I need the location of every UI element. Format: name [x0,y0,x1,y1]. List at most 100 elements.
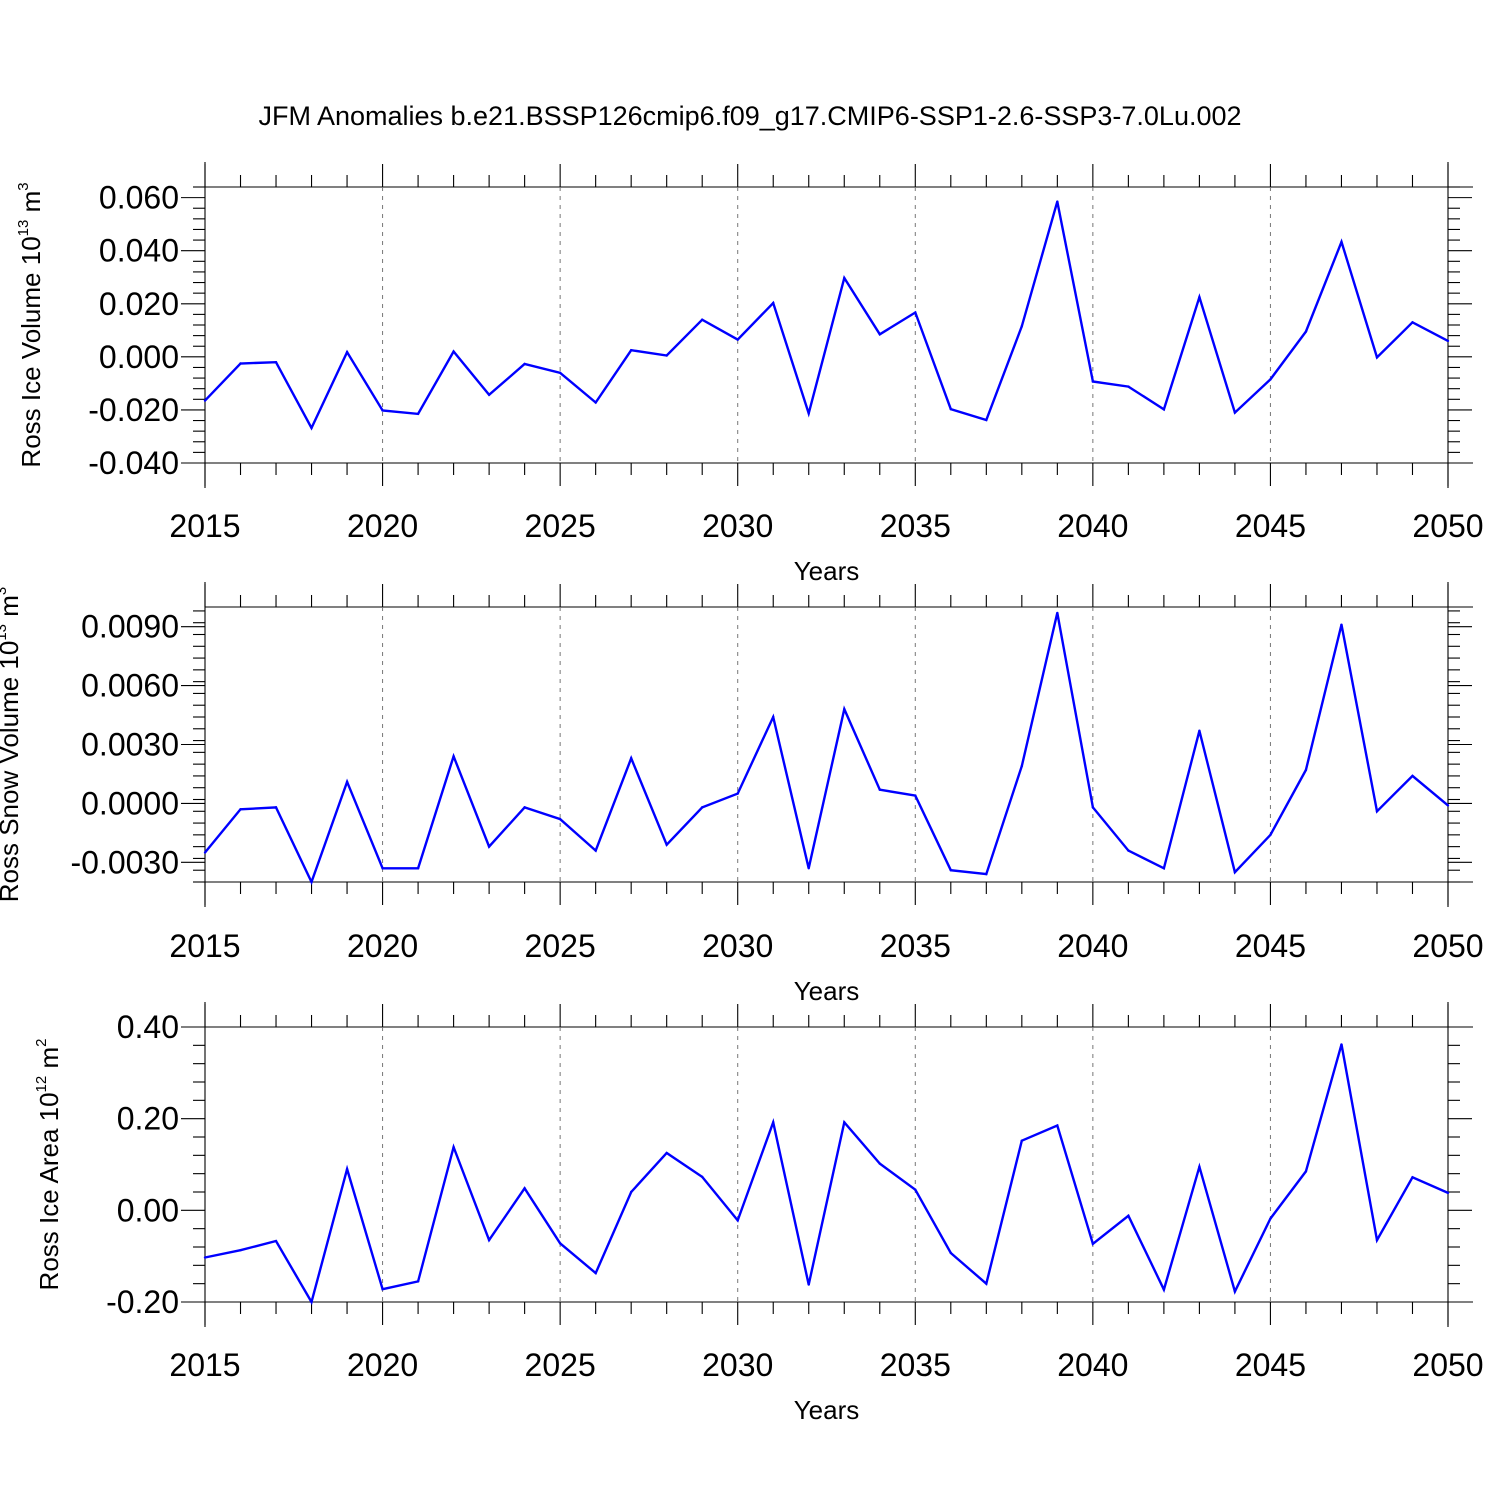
data-point-2037 [985,418,988,422]
x-tick-label: 2030 [702,1347,773,1383]
y-tick-label: 0.20 [117,1101,179,1137]
data-point-2021 [416,1280,420,1283]
data-point-2022 [452,350,455,353]
data-point-2019 [345,350,349,354]
data-point-2035 [914,794,917,797]
y-axis-title-exponent: 12 [33,1076,50,1093]
data-point-2024 [523,806,526,809]
data-point-2045 [1269,1217,1272,1220]
data-point-2021 [416,412,420,416]
data-point-2045 [1269,833,1272,837]
data-point-2046 [1304,1170,1308,1173]
y-tick-label: 0.0060 [81,668,179,704]
data-point-2050 [1446,339,1450,343]
y-axis-title-unit: m [34,1047,64,1076]
data-point-2043 [1198,729,1201,732]
data-point-2047 [1340,240,1343,244]
y-axis-title: Ross Ice Volume 1013 m3 [15,182,46,467]
data-point-2023 [487,845,491,848]
x-tick-label: 2020 [347,508,418,544]
y-axis-title-unit-exponent: 3 [15,182,32,190]
data-point-2038 [1020,764,1024,768]
data-point-2044 [1233,411,1237,414]
data-point-2030 [736,338,739,341]
x-tick-label: 2030 [702,508,773,544]
x-tick-label: 2040 [1057,928,1128,964]
data-point-2028 [665,843,668,846]
data-point-2036 [949,869,952,872]
x-tick-label: 2025 [525,1347,596,1383]
data-point-2045 [1269,378,1272,381]
data-point-2042 [1162,867,1166,870]
series-line [204,201,1449,431]
data-point-2035 [914,1188,917,1191]
data-point-2036 [949,407,952,411]
x-axis-title: Years [794,976,860,1006]
data-point-2050 [1446,1191,1450,1195]
x-tick-label: 2050 [1412,1347,1483,1383]
x-tick-label: 2040 [1057,1347,1128,1383]
data-point-2023 [487,1238,491,1242]
x-tick-label: 2045 [1235,928,1306,964]
data-point-2031 [772,301,775,305]
x-tick-label: 2045 [1235,1347,1306,1383]
x-tick-label: 2045 [1235,508,1306,544]
y-axis-title: Ross Ice Area 1012 m2 [33,1039,64,1291]
data-point-2038 [1020,1139,1024,1142]
y-axis-title-exponent: 13 [0,624,10,641]
data-point-2030 [736,792,739,795]
data-point-2049 [1411,321,1414,324]
y-tick-label: 0.0000 [81,785,179,821]
data-point-2035 [914,311,917,314]
x-tick-label: 2015 [169,1347,240,1383]
x-tick-label: 2025 [525,508,596,544]
data-point-2024 [523,362,526,366]
data-point-2018 [310,426,313,430]
data-point-2027 [629,349,633,352]
data-point-2031 [772,715,775,719]
data-point-2043 [1198,1165,1201,1168]
data-point-2032 [807,867,810,870]
y-axis-title-text: Ross Snow Volume 10 [0,641,24,903]
data-point-2017 [274,806,278,809]
y-tick-label: 0.040 [99,233,179,269]
x-tick-label: 2030 [702,928,773,964]
chart-title: JFM Anomalies b.e21.BSSP126cmip6.f09_g17… [258,101,1241,131]
data-point-2022 [452,1145,455,1149]
data-point-2030 [736,1219,739,1222]
y-tick-label: 0.0090 [81,609,179,645]
data-point-2029 [701,318,704,321]
data-point-2023 [487,393,491,396]
data-point-2016 [239,1249,242,1252]
data-point-2019 [345,780,349,784]
data-point-2043 [1198,295,1201,299]
data-point-2048 [1375,356,1379,359]
data-point-2037 [985,1282,988,1285]
data-point-2026 [594,401,597,404]
data-point-2033 [843,1121,846,1124]
data-point-2037 [985,872,988,876]
data-point-2041 [1127,385,1130,388]
data-point-2015 [203,399,207,402]
x-tick-label: 2025 [525,928,596,964]
y-tick-label: -0.020 [88,392,179,428]
x-tick-label: 2035 [880,928,951,964]
data-point-2027 [629,1190,633,1194]
x-tick-label: 2050 [1412,508,1483,544]
data-point-2028 [665,1151,668,1155]
data-point-2028 [665,354,668,357]
data-point-2020 [381,1287,384,1291]
data-point-2050 [1446,804,1450,807]
data-point-2036 [949,1251,952,1255]
x-tick-label: 2015 [169,508,240,544]
data-point-2020 [381,409,384,412]
data-point-2020 [381,867,384,870]
y-tick-label: -0.0030 [70,844,179,880]
data-point-2039 [1056,1124,1059,1127]
y-axis-title: Ross Snow Volume 1013 m3 [0,587,24,903]
panel-1: 2015 2020 2025 2030 2035 2040 2045 2050 -0.040 -0… [15,162,1484,586]
data-point-2046 [1304,330,1308,333]
y-axis-title-unit-exponent: 3 [0,587,10,595]
data-point-2026 [594,1271,597,1275]
